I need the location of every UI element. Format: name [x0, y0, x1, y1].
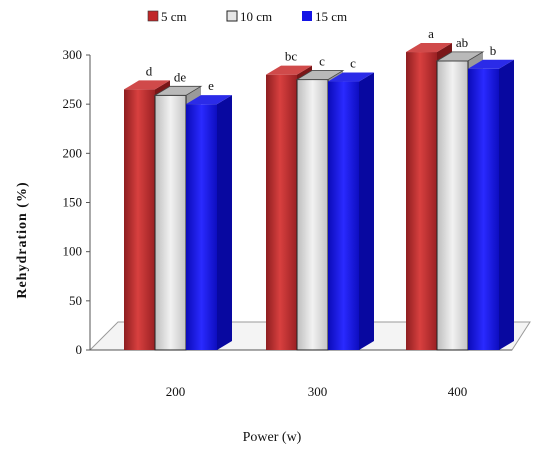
- bar-10cm-300-front: [296, 79, 329, 351]
- data-label-10cm-400: ab: [456, 35, 468, 50]
- data-label-15cm-300: c: [350, 56, 356, 71]
- bar-15cm-200-top: [186, 95, 232, 105]
- bar-15cm-300-top: [328, 72, 374, 82]
- data-label-5cm-400: a: [428, 26, 434, 41]
- y-tick-label: 300: [63, 47, 83, 62]
- data-label-10cm-200: de: [174, 69, 187, 84]
- legend-label-15cm: 15 cm: [315, 9, 347, 24]
- legend: 5 cm 10 cm 15 cm: [147, 9, 347, 24]
- x-axis: 200 300 400: [166, 384, 468, 399]
- y-tick-label: 150: [63, 195, 83, 210]
- bar-10cm-300-top: [295, 70, 345, 80]
- bar-15cm-400-front: [468, 68, 499, 351]
- legend-swatch-5cm: [147, 10, 159, 22]
- data-label-15cm-200: e: [208, 78, 214, 93]
- bar-15cm-400-side: [499, 59, 514, 351]
- bar-10cm-200-front: [154, 94, 187, 351]
- y-axis-title: Rehydration (%): [15, 181, 30, 298]
- bar-15cm-200-front: [186, 104, 217, 351]
- legend-label-5cm: 5 cm: [161, 9, 187, 24]
- bar-15cm-400-top: [468, 59, 514, 69]
- data-label-5cm-200: d: [146, 63, 153, 78]
- legend-item-5cm: 5 cm: [147, 9, 187, 24]
- bar-15cm-300: [328, 72, 374, 351]
- bar-5cm-400-front: [406, 52, 437, 351]
- plot-bars: [124, 43, 514, 351]
- bar-group-300: [266, 65, 374, 351]
- bar-5cm-200-top: [124, 80, 170, 90]
- y-tick-label: 200: [63, 145, 83, 160]
- bar-15cm-200: [186, 95, 232, 351]
- legend-item-10cm: 10 cm: [226, 9, 272, 24]
- y-tick-label: 100: [63, 244, 83, 259]
- bar-10cm-200-top: [153, 85, 203, 96]
- bar-5cm-400-top: [406, 43, 452, 53]
- bar-group-400: [406, 43, 514, 351]
- bar-group-200: [124, 80, 232, 351]
- bar-5cm-300-top: [266, 65, 312, 75]
- legend-label-10cm: 10 cm: [240, 9, 272, 24]
- bar-15cm-300-side: [359, 72, 374, 351]
- bar-10cm-400-front: [436, 60, 469, 351]
- legend-item-15cm: 15 cm: [302, 9, 347, 24]
- bar-15cm-300-front: [328, 81, 359, 351]
- bar-5cm-300-front: [266, 74, 297, 351]
- x-tick-label-200: 200: [166, 384, 186, 399]
- data-labels: d de e bc c c a ab b: [146, 26, 497, 93]
- y-tick-label: 250: [63, 96, 83, 111]
- data-label-5cm-300: bc: [285, 49, 298, 64]
- x-tick-label-400: 400: [448, 384, 468, 399]
- y-tick-label: 0: [76, 342, 83, 357]
- y-tick-label: 50: [69, 293, 82, 308]
- data-label-15cm-400: b: [490, 43, 497, 58]
- bar-10cm-400-top: [435, 51, 485, 62]
- legend-swatch-15cm: [302, 11, 312, 21]
- x-axis-title: Power (w): [243, 430, 302, 445]
- x-tick-label-300: 300: [308, 384, 328, 399]
- data-label-10cm-300: c: [319, 54, 325, 69]
- legend-swatch-10cm: [226, 10, 238, 22]
- bar-15cm-400: [468, 59, 514, 351]
- bar-15cm-200-side: [217, 95, 232, 351]
- bar-5cm-200-front: [124, 89, 155, 351]
